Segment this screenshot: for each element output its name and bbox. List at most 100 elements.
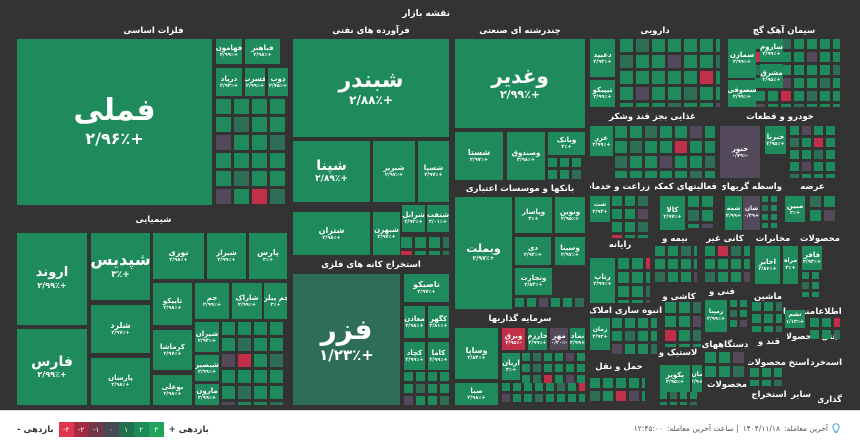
stock-tile[interactable]: معادن +۲/۹۸٪ (404, 306, 425, 338)
stock-tile-small[interactable] (665, 344, 676, 347)
stock-tile-small[interactable] (572, 170, 581, 179)
stock-tile-small[interactable] (603, 378, 613, 388)
stock-tile-small[interactable] (270, 370, 283, 383)
stock-tile-small[interactable] (645, 156, 657, 168)
stock-tile[interactable]: اروند +۲/۹۹٪ (17, 233, 87, 325)
stock-tile-small[interactable] (833, 39, 840, 49)
stock-tile-small[interactable] (733, 352, 744, 363)
stock-tile[interactable]: ونوین +۲/۹۵٪ (555, 197, 585, 233)
stock-tile-small[interactable] (440, 396, 449, 405)
stock-tile-small[interactable] (781, 52, 791, 62)
stock-tile-small[interactable] (527, 298, 536, 307)
stock-tile[interactable]: وپاسار +۳٪ (515, 197, 552, 233)
stock-tile-small[interactable] (807, 39, 817, 49)
stock-tile[interactable]: خبرنا +۲/۹۵٪ (765, 126, 786, 154)
stock-tile[interactable]: شپدیس +۳٪ (91, 233, 150, 300)
stock-tile-small[interactable] (690, 141, 702, 153)
stock-tile-small[interactable] (651, 331, 657, 341)
stock-tile-small[interactable] (252, 189, 267, 204)
stock-tile-small[interactable] (681, 259, 691, 269)
stock-tile-small[interactable] (252, 135, 267, 150)
stock-tile-small[interactable] (684, 103, 697, 107)
stock-tile-small[interactable] (694, 246, 697, 256)
stock-tile-small[interactable] (555, 364, 563, 372)
stock-tile-small[interactable] (555, 375, 563, 383)
stock-tile-small[interactable] (636, 87, 649, 100)
stock-tile-small[interactable] (675, 156, 687, 168)
stock-tile-small[interactable] (668, 55, 681, 68)
stock-tile-small[interactable] (781, 65, 791, 75)
stock-tile-small[interactable] (645, 141, 657, 153)
stock-tile-small[interactable] (670, 392, 677, 399)
stock-tile[interactable]: ذوب +۲/۷۵٪ (268, 68, 288, 96)
stock-tile-small[interactable] (826, 174, 835, 178)
stock-tile-small[interactable] (771, 205, 777, 211)
stock-tile-small[interactable] (688, 210, 699, 221)
stock-tile[interactable]: مشرق +۲/۹۵٪ (760, 64, 783, 88)
stock-tile-small[interactable] (625, 318, 635, 328)
stock-tile[interactable]: خنور -۰/۷۹٪ (720, 126, 760, 178)
stock-tile-small[interactable] (216, 153, 231, 168)
stock-tile[interactable]: شبندر +۲/۸۸٪ (293, 39, 449, 137)
stock-tile[interactable]: وبانک +۳٪ (548, 132, 585, 155)
stock-tile-small[interactable] (820, 39, 830, 49)
stock-tile-small[interactable] (665, 330, 676, 341)
stock-tile[interactable]: خارزم +۲/۹۹٪ (528, 328, 547, 350)
stock-tile-small[interactable] (612, 344, 622, 354)
stock-tile[interactable]: رمپنا +۲/۹۹٪ (705, 300, 727, 332)
stock-tile-small[interactable] (546, 394, 554, 402)
stock-tile-small[interactable] (802, 162, 811, 171)
stock-tile-small[interactable] (740, 300, 747, 307)
stock-tile-small[interactable] (416, 396, 425, 405)
stock-tile-small[interactable] (810, 318, 819, 327)
stock-tile-small[interactable] (752, 302, 761, 311)
stock-tile-small[interactable] (820, 104, 830, 107)
stock-tile-small[interactable] (705, 259, 715, 269)
stock-tile-small[interactable] (401, 251, 412, 255)
stock-tile-small[interactable] (794, 65, 804, 75)
stock-tile-small[interactable] (577, 353, 585, 361)
stock-tile-small[interactable] (618, 272, 629, 283)
stock-tile-small[interactable] (771, 196, 777, 202)
stock-tile-small[interactable] (625, 235, 635, 238)
stock-tile[interactable]: صبا +۲/۹۸٪ (455, 383, 498, 405)
stock-tile-small[interactable] (563, 298, 572, 307)
stock-tile-small[interactable] (680, 402, 687, 405)
stock-tile[interactable]: فسرب+۲/۹۹٪ (245, 68, 265, 96)
stock-tile-small[interactable] (645, 171, 657, 178)
stock-tile-small[interactable] (693, 302, 701, 313)
stock-tile-small[interactable] (612, 222, 622, 232)
stock-tile-small[interactable] (814, 162, 823, 171)
stock-tile-small[interactable] (429, 237, 440, 248)
stock-tile-small[interactable] (833, 78, 840, 88)
stock-tile-small[interactable] (443, 251, 449, 255)
stock-tile-small[interactable] (802, 292, 809, 297)
stock-tile[interactable]: جم پیلن +۳٪ (264, 283, 287, 319)
stock-tile-small[interactable] (502, 394, 510, 402)
stock-tile-small[interactable] (794, 78, 804, 88)
stock-tile-small[interactable] (810, 330, 819, 339)
stock-tile-small[interactable] (638, 235, 648, 238)
stock-tile-small[interactable] (705, 366, 716, 377)
stock-tile-small[interactable] (771, 214, 777, 220)
stock-tile-small[interactable] (416, 372, 425, 381)
stock-tile-small[interactable] (690, 156, 702, 168)
stock-tile-small[interactable] (636, 55, 649, 68)
stock-tile[interactable]: اریان +۳٪ (502, 353, 520, 380)
stock-tile[interactable]: مبین +۳٪ (785, 196, 805, 222)
stock-tile[interactable]: نماد +۲/۹۹ (570, 328, 585, 350)
stock-tile-small[interactable] (833, 91, 840, 101)
stock-tile-small[interactable] (216, 117, 231, 132)
stock-tile-small[interactable] (655, 272, 665, 282)
stock-tile[interactable]: فباهنر +۲/۹۸٪ (245, 39, 280, 64)
stock-tile-small[interactable] (776, 314, 782, 323)
stock-tile-small[interactable] (812, 282, 819, 289)
stock-tile[interactable]: پارسان +۲/۹۸٪ (91, 358, 150, 405)
stock-tile-small[interactable] (718, 259, 728, 269)
stock-tile-small[interactable] (802, 272, 809, 279)
stock-tile-small[interactable] (404, 384, 413, 393)
stock-tile-small[interactable] (802, 282, 809, 289)
stock-tile-small[interactable] (719, 366, 730, 377)
stock-tile-small[interactable] (802, 174, 811, 178)
stock-tile[interactable]: شاراک +۲/۹۹٪ (232, 283, 262, 319)
